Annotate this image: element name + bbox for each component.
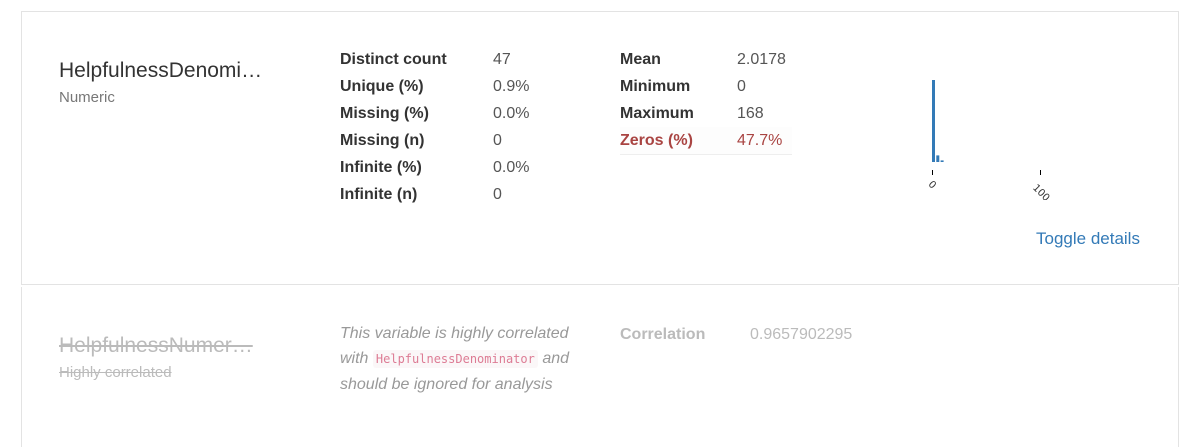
- stat-row-missing-n: Missing (n) 0: [340, 131, 502, 149]
- mini-histogram: 0 100: [926, 80, 1051, 200]
- stats-table-left: Distinct count 47 Unique (%) 0.9% Missing …: [340, 46, 529, 208]
- x-axis-tick-label-100: 100: [1030, 183, 1051, 200]
- stat-row-zeros-alert: Zeros (%) 47.7%: [620, 127, 792, 155]
- x-axis-tick-label-0: 0: [926, 179, 938, 191]
- stat-row-maximum: Maximum 168: [620, 104, 764, 122]
- stat-row-minimum: Minimum 0: [620, 77, 746, 95]
- toggle-details-link[interactable]: Toggle details: [1036, 229, 1140, 248]
- ignored-variable-status: Highly correlated: [59, 364, 172, 381]
- stat-row-unique-pct: Unique (%) 0.9%: [340, 77, 530, 95]
- correlation-label: Correlation: [620, 326, 706, 343]
- correlated-variable-code: HelpfulnessDenominator: [372, 350, 538, 368]
- correlation-value: 0.9657902295: [750, 326, 853, 343]
- stat-row-missing-pct: Missing (%) 0.0%: [340, 104, 530, 122]
- histogram-bar: [936, 155, 940, 162]
- ignored-variable-card: HelpfulnessNumer… Highly correlated This…: [21, 287, 1179, 447]
- stat-row-infinite-pct: Infinite (%) 0.0%: [340, 158, 530, 176]
- histogram-bar: [932, 80, 935, 162]
- variable-name: HelpfulnessDenomi…: [59, 59, 263, 82]
- stats-table-right: Mean 2.0178 Minimum 0 Maximum 168 Zeros (%)…: [620, 46, 792, 155]
- variable-card: HelpfulnessDenomi… Numeric Distinct coun…: [21, 11, 1179, 285]
- ignored-variable-name: HelpfulnessNumer…: [59, 334, 253, 357]
- stat-row-distinct-count: Distinct count 47: [340, 50, 511, 68]
- variable-type: Numeric: [59, 89, 115, 106]
- stat-row-infinite-n: Infinite (n) 0: [340, 185, 502, 203]
- stat-row-mean: Mean 2.0178: [620, 50, 786, 68]
- correlation-note: This variable is highly correlated with …: [340, 325, 570, 393]
- histogram-bar: [940, 160, 944, 162]
